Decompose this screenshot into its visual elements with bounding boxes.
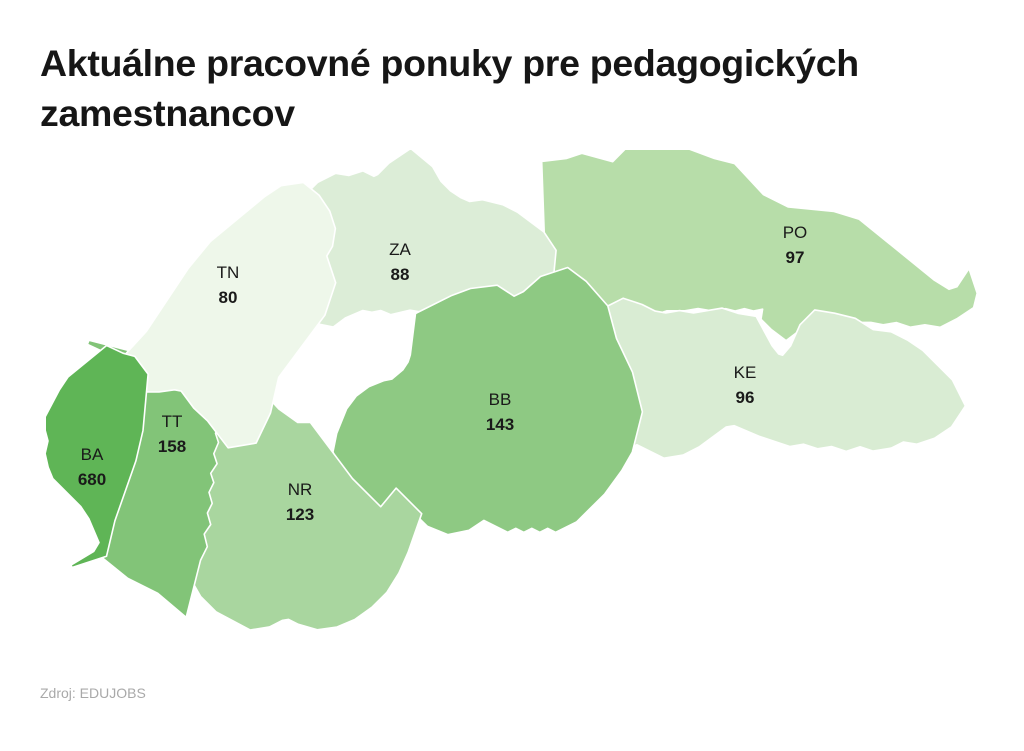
svg-text:BB: BB xyxy=(489,390,512,409)
svg-text:TN: TN xyxy=(217,263,240,282)
svg-text:123: 123 xyxy=(286,505,314,524)
svg-text:TT: TT xyxy=(162,412,183,431)
svg-text:97: 97 xyxy=(786,248,805,267)
svg-text:ZA: ZA xyxy=(389,240,411,259)
svg-text:158: 158 xyxy=(158,437,186,456)
svg-text:96: 96 xyxy=(736,388,755,407)
svg-text:BA: BA xyxy=(81,445,104,464)
svg-text:143: 143 xyxy=(486,415,514,434)
svg-text:680: 680 xyxy=(78,470,106,489)
svg-text:80: 80 xyxy=(219,288,238,307)
svg-text:88: 88 xyxy=(391,265,410,284)
svg-text:PO: PO xyxy=(783,223,808,242)
svg-text:NR: NR xyxy=(288,480,313,499)
svg-text:KE: KE xyxy=(734,363,757,382)
